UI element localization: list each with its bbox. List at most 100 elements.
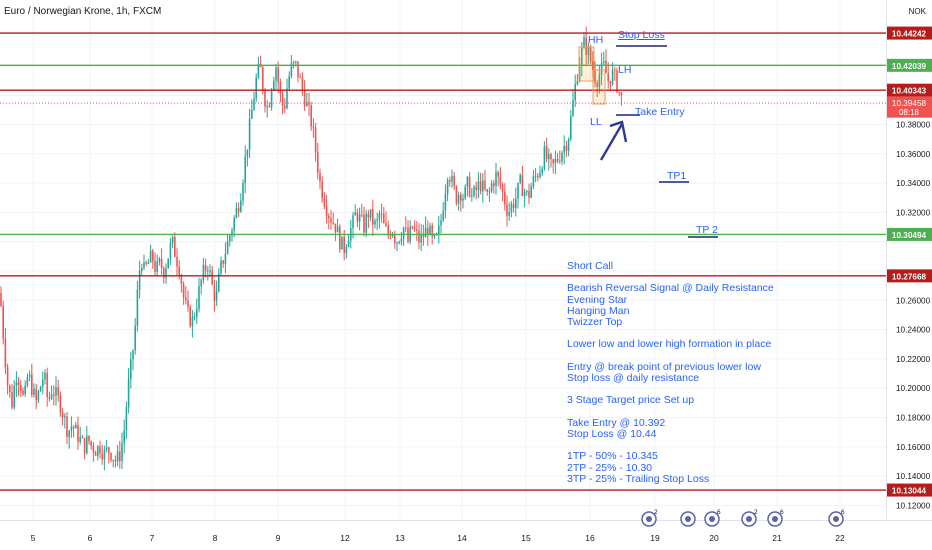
candle-body [105, 447, 108, 450]
candle-body [319, 172, 321, 182]
candle-body [552, 159, 554, 164]
candle-body [70, 426, 73, 431]
candle-body [603, 60, 605, 63]
candle-body [284, 105, 286, 109]
candle-body [116, 451, 119, 462]
candle-body [394, 233, 396, 244]
candle-body [279, 82, 282, 94]
candle-body [198, 286, 200, 310]
candle-body [50, 394, 53, 399]
last-price-label: 10.39458 [892, 99, 927, 108]
candle-body [17, 382, 20, 385]
candle-body [207, 270, 209, 272]
candle-body [508, 211, 510, 216]
candle-body [596, 83, 598, 87]
candle-body [550, 154, 552, 160]
candle-body [248, 118, 251, 150]
candle-body [215, 291, 218, 301]
candle-body [598, 74, 601, 87]
candle-body [204, 265, 207, 271]
candle-body [141, 268, 143, 271]
level-price-tag [887, 83, 932, 97]
candle-body [429, 225, 431, 235]
candle-body [226, 241, 229, 254]
candle-body [154, 261, 156, 273]
candle-body [325, 206, 328, 216]
candle-body [224, 253, 227, 264]
candle-body [297, 61, 299, 78]
candle-body [378, 213, 381, 220]
candle-body [20, 384, 22, 391]
candle-body [295, 61, 297, 63]
level-price-label: 10.27668 [892, 272, 927, 281]
candle-body [506, 204, 508, 216]
candle-body [385, 223, 387, 226]
candle-body [438, 225, 440, 235]
x-tick-label: 12 [340, 533, 350, 543]
candle-body [262, 67, 264, 91]
candle-body [310, 105, 312, 127]
event-calendar-icon-dot [646, 516, 652, 522]
candle-body [145, 262, 147, 264]
candle-body [488, 191, 491, 193]
candle-body [400, 238, 403, 242]
candle-body [46, 372, 48, 398]
candle-body [532, 175, 535, 187]
candle-body [477, 181, 480, 190]
candle-body [510, 204, 513, 212]
candle-body [97, 446, 99, 456]
candle-body [11, 391, 13, 408]
candle-body [374, 220, 376, 225]
note-line: 3TP - 25% - Trailing Stop Loss [567, 472, 710, 485]
candle-body [187, 300, 189, 308]
note-line: Lower low and lower high formation in pl… [567, 338, 772, 351]
candle-body [178, 266, 180, 277]
event-calendar-icon-dot [772, 516, 778, 522]
note-line: 2TP - 25% - 10.30 [567, 461, 653, 474]
candle-body [119, 451, 121, 462]
event-count-label: 6 [717, 509, 721, 516]
hh-box [578, 46, 595, 82]
candle-body [255, 77, 257, 99]
candle-body [79, 436, 81, 442]
candle-body [605, 60, 607, 74]
candle-body [486, 189, 488, 192]
candle-body [473, 186, 475, 196]
candle-body [495, 172, 497, 187]
candle-body [541, 168, 543, 173]
candle-body [341, 236, 343, 250]
candle-body [35, 388, 37, 401]
candle-body [134, 325, 136, 351]
candle-body [369, 209, 372, 218]
y-tick-label: 10.14000 [896, 472, 931, 481]
candle-body [356, 212, 359, 222]
candle-body [281, 93, 284, 106]
candle-body [152, 250, 154, 262]
candle-body [143, 262, 145, 269]
candle-body [94, 452, 97, 456]
candle-body [501, 184, 504, 192]
x-tick-label: 14 [457, 533, 467, 543]
candle-body [572, 100, 574, 116]
candle-body [600, 62, 603, 75]
candle-body [312, 126, 315, 128]
x-tick-label: 9 [276, 533, 281, 543]
candle-body [26, 377, 29, 386]
candle-body [246, 149, 249, 157]
candle-body [53, 394, 55, 396]
candle-body [4, 338, 7, 368]
candle-body [110, 453, 112, 461]
candle-body [493, 183, 495, 187]
candle-body [193, 316, 196, 318]
candle-body [231, 230, 233, 236]
candle-body [396, 242, 398, 244]
candle-body [123, 430, 125, 444]
candle-body [290, 63, 293, 77]
candle-body [165, 268, 167, 278]
y-tick-label: 10.34000 [896, 179, 931, 188]
candle-body [237, 208, 240, 212]
note-line: Twizzer Top [567, 316, 623, 329]
candle-body [389, 234, 392, 237]
candle-body [64, 416, 66, 418]
